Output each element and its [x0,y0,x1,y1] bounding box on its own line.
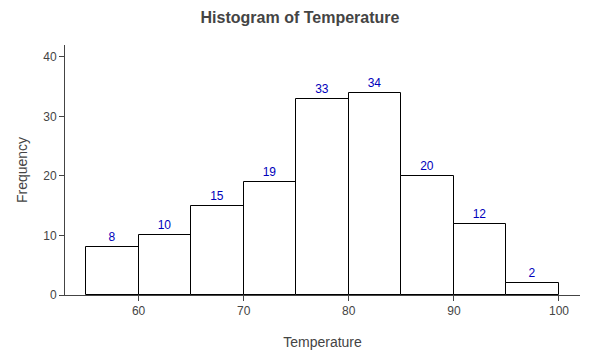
svg-text:10: 10 [43,229,57,243]
svg-text:8: 8 [109,230,116,244]
svg-text:Temperature: Temperature [283,334,362,350]
svg-text:Frequency: Frequency [14,137,30,203]
svg-text:60: 60 [132,304,146,318]
svg-text:12: 12 [473,207,487,221]
svg-text:90: 90 [447,304,461,318]
svg-text:20: 20 [43,169,57,183]
svg-text:19: 19 [263,165,277,179]
svg-text:33: 33 [315,82,329,96]
svg-text:10: 10 [158,218,172,232]
svg-text:20: 20 [420,159,434,173]
svg-text:40: 40 [43,50,57,64]
svg-text:30: 30 [43,110,57,124]
svg-text:34: 34 [368,76,382,90]
svg-text:2: 2 [529,266,536,280]
svg-text:15: 15 [210,189,224,203]
svg-text:70: 70 [237,304,251,318]
svg-text:0: 0 [50,288,57,302]
svg-text:Histogram of Temperature: Histogram of Temperature [201,9,400,26]
svg-text:80: 80 [342,304,356,318]
svg-text:100: 100 [549,304,569,318]
